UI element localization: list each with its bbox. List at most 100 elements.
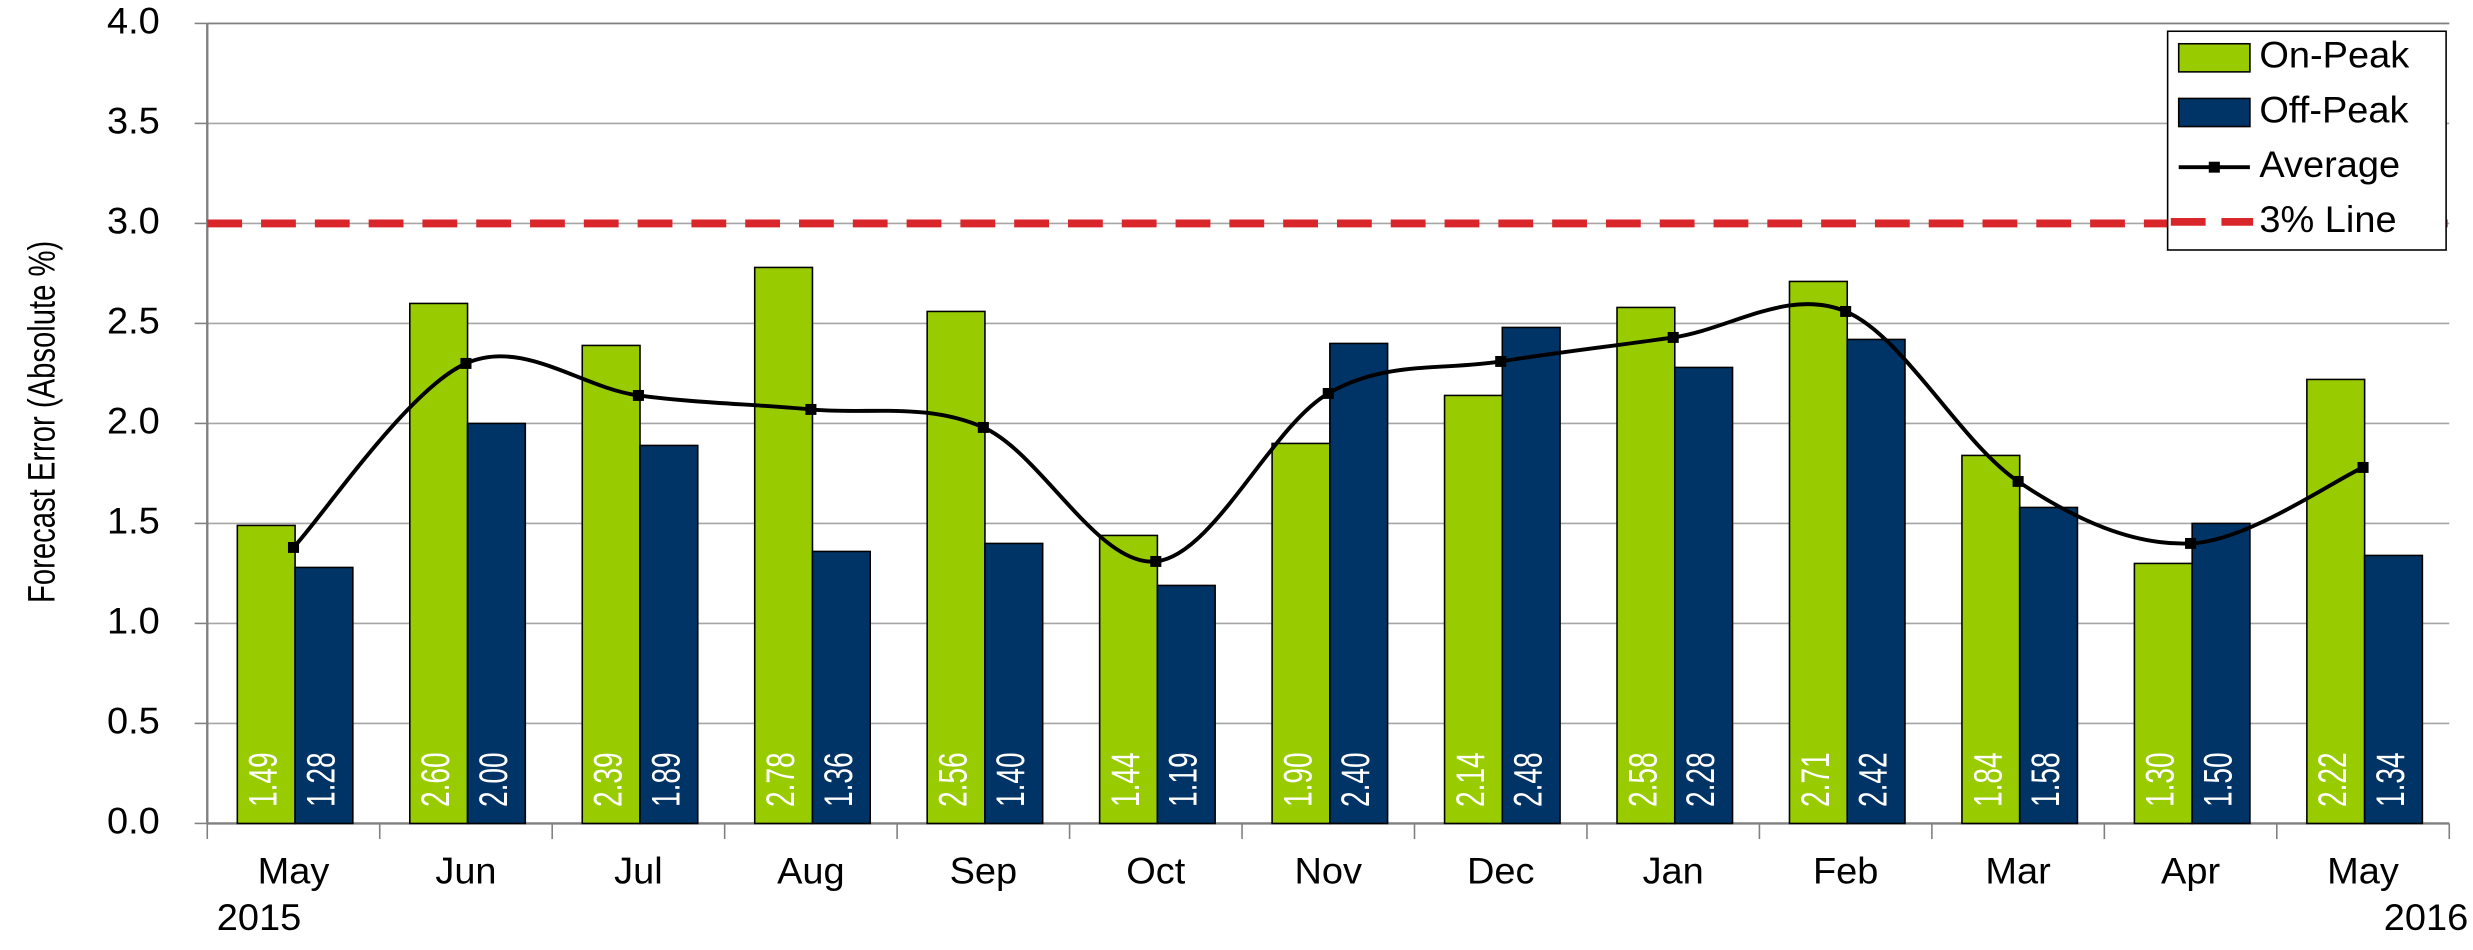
x-tick-label: Apr <box>2161 850 2220 892</box>
value-label: 1.36 <box>817 752 861 807</box>
bar <box>1846 338 1906 825</box>
line-marker <box>1495 355 1507 367</box>
bar <box>1329 342 1389 825</box>
x-tick-label: Aug <box>777 850 845 892</box>
bar <box>581 344 641 825</box>
bar <box>1961 454 2021 825</box>
line-marker <box>632 389 644 401</box>
value-label: 1.89 <box>645 752 689 807</box>
x-tick-label: May <box>2327 850 2399 892</box>
legend-swatch <box>2177 97 2251 128</box>
bar <box>2306 378 2366 825</box>
bar <box>1156 584 1216 825</box>
legend-label: Average <box>2259 143 2400 185</box>
value-label: 2.78 <box>759 752 803 807</box>
bar <box>2363 554 2424 825</box>
bar <box>1673 366 1734 825</box>
x-tick-label: Feb <box>1813 850 1878 892</box>
x-tick-label: Dec <box>1467 850 1534 892</box>
value-label: 2.58 <box>1622 752 1666 807</box>
y-axis-label: Forecast Error (Absolute %) <box>21 241 64 603</box>
line-marker <box>287 541 300 553</box>
bar <box>811 550 872 825</box>
x-tick-label: May <box>258 850 330 892</box>
x-tick-label: Jun <box>435 850 496 892</box>
bar <box>926 310 986 825</box>
bar <box>1271 442 1331 825</box>
legend-label: Off-Peak <box>2259 89 2408 131</box>
y-tick-label: 1.0 <box>107 600 160 642</box>
value-label: 1.28 <box>300 752 344 807</box>
average-line <box>292 302 2364 564</box>
y-tick-label: 0.0 <box>107 800 160 842</box>
bar <box>2133 562 2193 825</box>
bar <box>1616 306 1676 825</box>
value-label: 2.60 <box>415 752 459 807</box>
bar <box>409 302 469 825</box>
y-tick-label: 2.0 <box>107 400 160 442</box>
line-marker <box>2185 537 2197 549</box>
y-tick-label: 3.0 <box>107 200 160 242</box>
legend-label: 3% Line <box>2259 198 2396 240</box>
value-label: 2.28 <box>1680 752 1724 807</box>
value-label: 2.39 <box>587 752 631 807</box>
legend-swatch <box>2177 42 2251 73</box>
x-tick-label: Jan <box>1643 850 1704 892</box>
bar <box>2191 522 2251 825</box>
bar <box>753 266 814 825</box>
value-label: 2.14 <box>1449 752 1493 807</box>
line-marker <box>805 403 817 415</box>
bar <box>466 422 527 825</box>
y-tick-label: 1.5 <box>107 500 160 542</box>
bar <box>639 444 699 825</box>
x-tick-label: Jul <box>614 850 663 892</box>
y-tick-label: 2.5 <box>107 300 160 342</box>
line-marker <box>460 357 472 369</box>
x-year-label: 2016 <box>2384 896 2468 938</box>
value-label: 1.30 <box>2139 752 2183 807</box>
value-label: 1.40 <box>990 752 1034 807</box>
bar <box>1501 326 1561 825</box>
value-label: 1.58 <box>2024 752 2068 807</box>
value-label: 1.90 <box>1277 752 1321 807</box>
value-label: 1.34 <box>2369 752 2413 807</box>
line-marker <box>1150 555 1162 567</box>
x-tick-label: Nov <box>1295 850 1363 892</box>
y-tick-label: 4.0 <box>107 0 160 41</box>
line-marker <box>977 421 989 433</box>
x-year-label: 2015 <box>217 896 301 938</box>
line-marker <box>1667 331 1679 343</box>
y-tick-label: 3.5 <box>107 100 160 142</box>
line-marker <box>1840 305 1852 317</box>
value-label: 2.22 <box>2312 752 2356 807</box>
bar <box>984 542 1044 825</box>
value-label: 2.48 <box>1507 752 1551 807</box>
value-label: 2.40 <box>1335 752 1379 807</box>
value-label: 1.44 <box>1104 752 1148 807</box>
line-marker <box>2012 475 2024 487</box>
line-marker <box>1322 387 1334 399</box>
bar <box>1788 280 1849 825</box>
value-label: 2.00 <box>472 752 516 807</box>
value-label: 1.49 <box>242 752 286 807</box>
value-label: 2.56 <box>932 752 976 807</box>
value-label: 1.84 <box>1967 752 2011 807</box>
bar <box>294 566 354 825</box>
value-label: 2.42 <box>1852 752 1896 807</box>
value-label: 1.50 <box>2197 752 2241 807</box>
line-marker <box>2357 461 2369 473</box>
value-label: 2.71 <box>1794 752 1838 807</box>
legend: On-Peak Off-Peak Average 3% Line <box>2166 30 2447 251</box>
bar <box>1098 534 1159 825</box>
bar <box>2018 506 2079 825</box>
x-tick-label: Mar <box>1985 850 2050 892</box>
x-tick-label: Oct <box>1126 850 1186 892</box>
x-tick-label: Sep <box>950 850 1018 892</box>
legend-marker <box>2208 161 2220 173</box>
legend-label: On-Peak <box>2259 34 2409 76</box>
value-label: 1.19 <box>1162 752 1206 807</box>
bar <box>236 524 296 825</box>
y-tick-label: 0.5 <box>107 700 160 742</box>
